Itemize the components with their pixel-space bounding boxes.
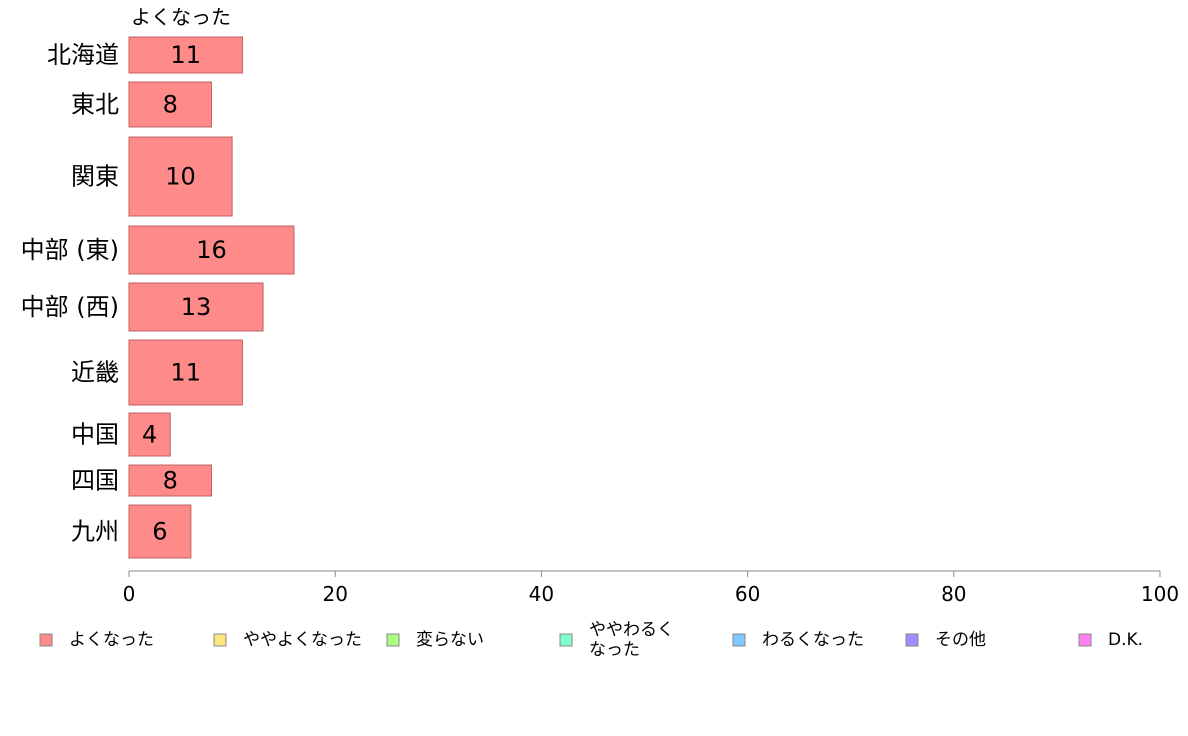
category-label: 中国 [71,421,119,449]
category-label: 九州 [71,518,119,546]
x-tick-label: 40 [529,582,554,606]
legend-label: わるくなった [762,630,864,650]
x-tick-label: 80 [941,582,966,606]
x-tick-label: 20 [322,582,347,606]
bar-value-label: 13 [181,293,212,321]
legend-label: 変らない [416,630,484,650]
bar-value-label: 8 [163,91,178,119]
legend-label: ややよくなった [243,630,362,650]
bar-segment [128,136,233,217]
category-label: 中部 (西) [21,293,119,321]
legend-swatch [905,633,919,647]
legend-swatch [732,633,746,647]
legend-swatch [39,633,53,647]
series-title: よくなった [131,5,231,29]
category-label: 関東 [71,163,119,191]
bar-segment [128,412,171,457]
category-label: 東北 [71,91,119,119]
bar-value-label: 10 [165,163,196,191]
legend: よくなった ややよくなった 変らない ややわるくなった わるくなった その他 D.K. [39,620,1143,660]
legend-label: その他 [935,630,986,650]
bar-segment [128,225,295,275]
category-label: 中部 (東) [21,236,119,264]
legend-label: ややわるくなった [589,620,674,660]
bar-segment [128,81,212,128]
bar-segment [128,36,243,74]
legend-swatch [559,633,573,647]
bar-value-label: 11 [170,359,201,387]
legend-label: よくなった [69,630,154,650]
legend-swatch [213,633,227,647]
bar-value-label: 16 [196,236,227,264]
legend-swatch [386,633,400,647]
bar-segment [128,282,264,332]
bar-value-label: 11 [170,41,201,69]
bar-value-label: 8 [163,467,178,495]
bar-value-label: 6 [152,518,167,546]
legend-label: D.K. [1108,630,1143,650]
legend-swatch [1078,633,1092,647]
bar-value-label: 4 [142,421,157,449]
x-tick-label: 0 [123,582,136,606]
bar-segment [128,339,243,406]
x-tick-label: 60 [735,582,760,606]
bar-segment [128,504,192,559]
category-label: 四国 [71,467,119,495]
bar-segment [128,464,212,497]
category-label: 近畿 [71,359,119,387]
x-axis: 0 20 40 60 80 100 [123,570,1179,606]
x-tick-label: 100 [1141,582,1179,606]
category-label: 北海道 [47,41,119,69]
